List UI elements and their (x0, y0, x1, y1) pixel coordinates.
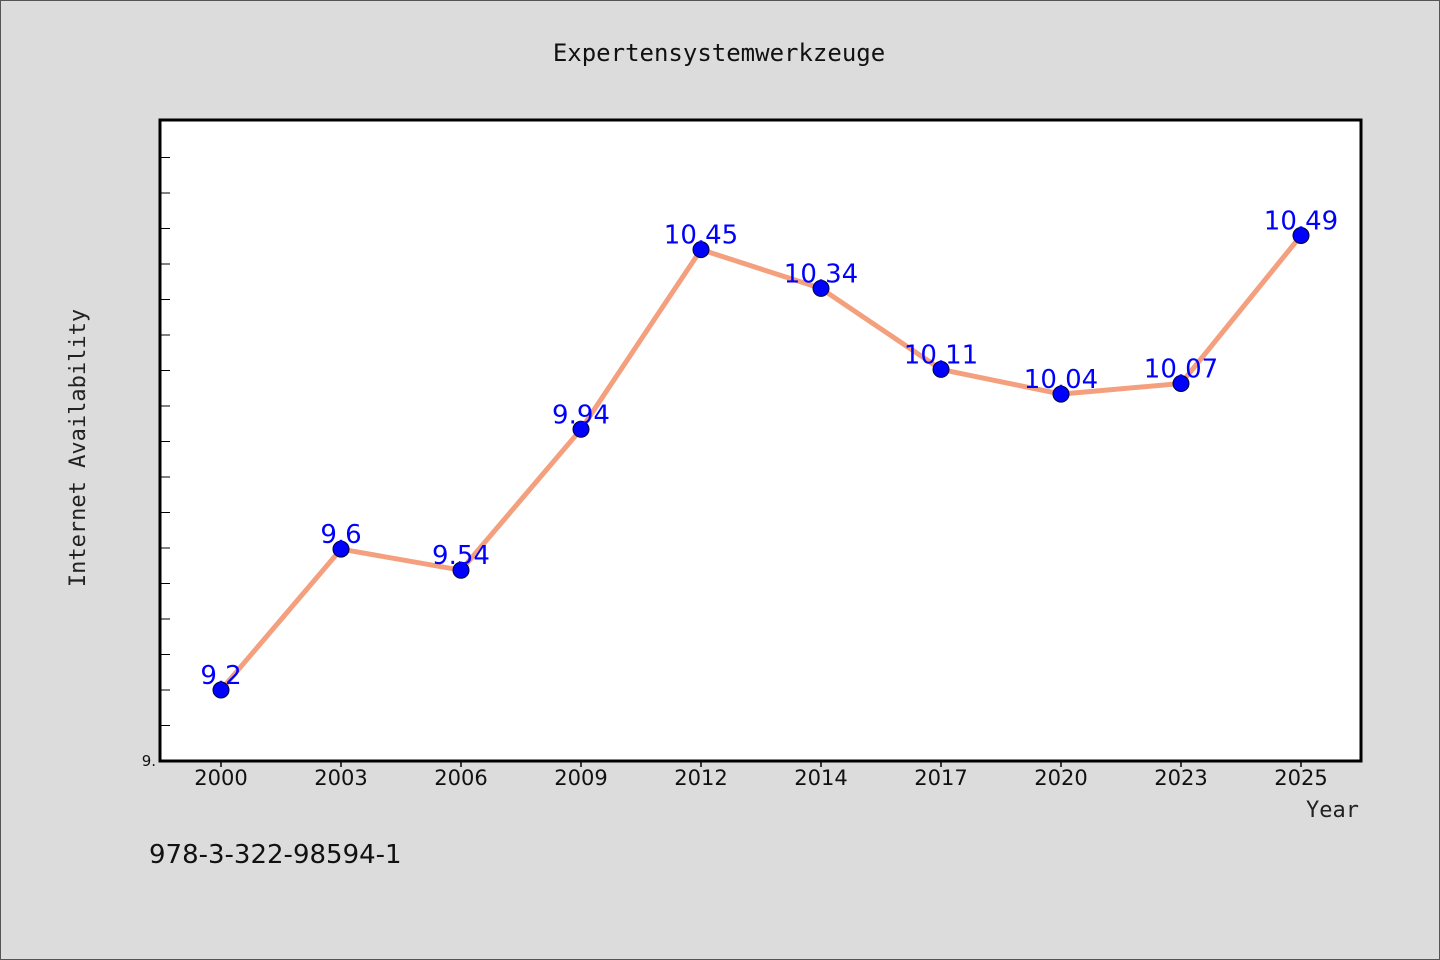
data-label: 10.07 (1144, 355, 1218, 385)
chart-title: Expertensystemwerkzeuge (553, 39, 885, 67)
x-tick-label: 2014 (794, 766, 847, 790)
data-point (1292, 227, 1310, 244)
data-label: 9.6 (320, 520, 361, 550)
data-label: 9.54 (432, 541, 490, 571)
data-point (452, 561, 470, 579)
y-axis-ticks: 9. (142, 157, 170, 770)
data-point (812, 279, 830, 297)
data-label: 10.45 (664, 221, 738, 251)
x-tick-label: 2003 (314, 766, 367, 790)
x-tick-label: 2000 (194, 766, 247, 790)
x-axis-ticks: 2000 2003 2006 2009 2012 2014 2017 2020 2023 2025 (194, 761, 1328, 790)
x-tick-label: 2023 (1154, 766, 1207, 790)
data-point (332, 540, 350, 558)
y-tick-label: 9. (142, 752, 156, 770)
x-tick-label: 2020 (1034, 766, 1087, 790)
data-label: 10.11 (904, 340, 978, 370)
series-line (219, 233, 1303, 692)
data-point (692, 241, 710, 259)
series-layer: 9.2 9.6 9.54 9.94 10.45 10.34 10.11 10.04 10.07 1… (200, 207, 1338, 699)
x-axis-label: Year (1306, 798, 1359, 823)
data-point (572, 420, 590, 438)
footer-isbn-text: 978-3-322-98594-1 (149, 840, 402, 870)
data-point (1052, 385, 1070, 403)
x-tick-label: 2025 (1274, 766, 1327, 790)
data-point (932, 360, 950, 378)
x-tick-label: 2006 (434, 766, 487, 790)
data-point (212, 681, 230, 699)
data-label: 9.2 (200, 661, 241, 691)
plot-area (158, 118, 1363, 763)
x-tick-label: 2012 (674, 766, 727, 790)
y-axis-label: Internet Availability (66, 309, 91, 587)
data-label: 10.04 (1024, 365, 1098, 395)
x-tick-label: 2009 (554, 766, 607, 790)
x-tick-label: 2017 (914, 766, 967, 790)
data-label: 10.34 (784, 259, 858, 289)
data-label: 9.94 (552, 400, 610, 430)
data-point (1172, 375, 1190, 392)
data-label: 10.49 (1264, 207, 1338, 237)
